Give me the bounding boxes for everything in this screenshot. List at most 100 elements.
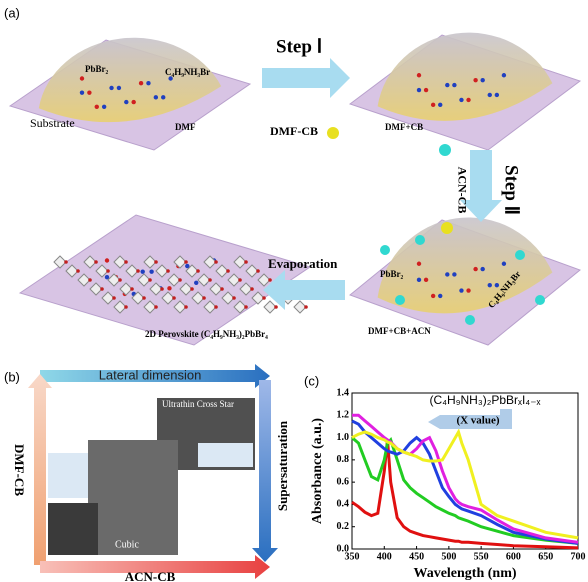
atom bbox=[190, 287, 194, 291]
chart: 3504004505005506006507000.00.20.40.60.81… bbox=[310, 387, 585, 581]
molecule bbox=[149, 269, 153, 273]
molecule bbox=[502, 73, 506, 77]
axis-label: DMF-CB bbox=[12, 444, 27, 496]
molecule bbox=[194, 281, 198, 285]
atom bbox=[112, 296, 116, 300]
x-tick-label: 700 bbox=[571, 551, 586, 562]
atom bbox=[154, 260, 158, 264]
molecule bbox=[424, 88, 428, 92]
atom bbox=[184, 305, 188, 309]
atom bbox=[124, 260, 128, 264]
molecule bbox=[417, 73, 421, 77]
molecule bbox=[131, 100, 135, 104]
molecule bbox=[480, 78, 484, 82]
atom bbox=[166, 269, 170, 273]
atom bbox=[268, 278, 272, 282]
panel-label: (b) bbox=[4, 369, 20, 384]
atom bbox=[172, 296, 176, 300]
x-axis-title: Wavelength (nm) bbox=[413, 566, 516, 581]
atom bbox=[262, 296, 266, 300]
molecule bbox=[415, 235, 425, 245]
image-label: Cubic bbox=[115, 539, 139, 550]
x-tick-label: 650 bbox=[538, 551, 553, 562]
y-tick-label: 1.4 bbox=[337, 387, 350, 398]
molecule bbox=[154, 95, 158, 99]
x-tick-label: 450 bbox=[409, 551, 424, 562]
molecule bbox=[495, 93, 499, 97]
y-tick-label: 1.0 bbox=[337, 432, 350, 443]
molecule bbox=[139, 81, 143, 85]
molecule bbox=[459, 288, 463, 292]
atom bbox=[226, 269, 230, 273]
y-tick-label: 0.8 bbox=[337, 454, 350, 465]
molecule bbox=[480, 267, 484, 271]
molecule bbox=[502, 262, 506, 266]
atom bbox=[178, 278, 182, 282]
molecule bbox=[102, 105, 106, 109]
label: PbBr₂ bbox=[85, 64, 109, 74]
reagent-label: ACN-CB bbox=[455, 167, 469, 214]
atom bbox=[244, 305, 248, 309]
molecule bbox=[146, 81, 150, 85]
atom bbox=[184, 260, 188, 264]
atom bbox=[214, 260, 218, 264]
molecule bbox=[515, 250, 525, 260]
molecule bbox=[495, 283, 499, 287]
molecule bbox=[431, 103, 435, 107]
atom bbox=[142, 296, 146, 300]
x-tick-label: 400 bbox=[377, 551, 392, 562]
atom bbox=[118, 278, 122, 282]
y-tick-label: 0.2 bbox=[337, 521, 350, 532]
x-tick-label: 600 bbox=[506, 551, 521, 562]
micrograph bbox=[48, 503, 98, 555]
label: C₄H₉NH₃Br bbox=[165, 67, 210, 77]
molecule bbox=[395, 295, 405, 305]
y-axis-title: Absorbance (a.u.) bbox=[310, 418, 325, 525]
label: Substrate bbox=[30, 116, 75, 130]
atom bbox=[304, 305, 308, 309]
x-tick-label: 550 bbox=[474, 551, 489, 562]
arrow bbox=[262, 58, 350, 98]
molecule bbox=[140, 269, 144, 273]
atom bbox=[148, 278, 152, 282]
molecule bbox=[109, 86, 113, 90]
label: DMF+CB bbox=[385, 122, 423, 132]
atom bbox=[160, 287, 164, 291]
droplet bbox=[441, 222, 453, 234]
atom bbox=[76, 269, 80, 273]
molecule bbox=[488, 283, 492, 287]
label: DMF+CB+ACN bbox=[368, 326, 431, 336]
reagent-label: DMF-CB bbox=[270, 124, 318, 138]
micrograph bbox=[88, 440, 178, 555]
molecule bbox=[473, 78, 477, 82]
y-tick-label: 1.2 bbox=[337, 410, 350, 421]
molecule bbox=[161, 95, 165, 99]
axis-label: Lateral dimension bbox=[99, 367, 202, 382]
atom bbox=[130, 287, 134, 291]
step-label: Step Ⅱ bbox=[501, 165, 522, 215]
molecule bbox=[488, 93, 492, 97]
x-tick-label: 500 bbox=[441, 551, 456, 562]
molecule bbox=[87, 90, 91, 94]
molecule bbox=[417, 278, 421, 282]
molecule bbox=[459, 98, 463, 102]
atom bbox=[124, 305, 128, 309]
panel-label: (c) bbox=[304, 373, 319, 388]
series-line bbox=[352, 415, 578, 542]
image-label: Ultrathin Cross Star bbox=[162, 399, 234, 409]
molecule bbox=[452, 83, 456, 87]
molecule bbox=[535, 295, 545, 305]
figure: (a) Step Ⅰ DMF-CB Substrate PbBr₂ C₄H₉NH… bbox=[0, 0, 588, 582]
annotation: (C₄H₉NH₃)₂PbBrₓI₄₋ₓ bbox=[430, 393, 541, 407]
atom bbox=[106, 269, 110, 273]
atom bbox=[214, 305, 218, 309]
atom bbox=[232, 296, 236, 300]
atom bbox=[88, 278, 92, 282]
atom bbox=[196, 269, 200, 273]
molecule bbox=[417, 262, 421, 266]
molecule bbox=[473, 267, 477, 271]
molecule bbox=[167, 286, 171, 290]
atom bbox=[94, 260, 98, 264]
atom bbox=[256, 269, 260, 273]
label: Evaporation bbox=[268, 256, 338, 271]
